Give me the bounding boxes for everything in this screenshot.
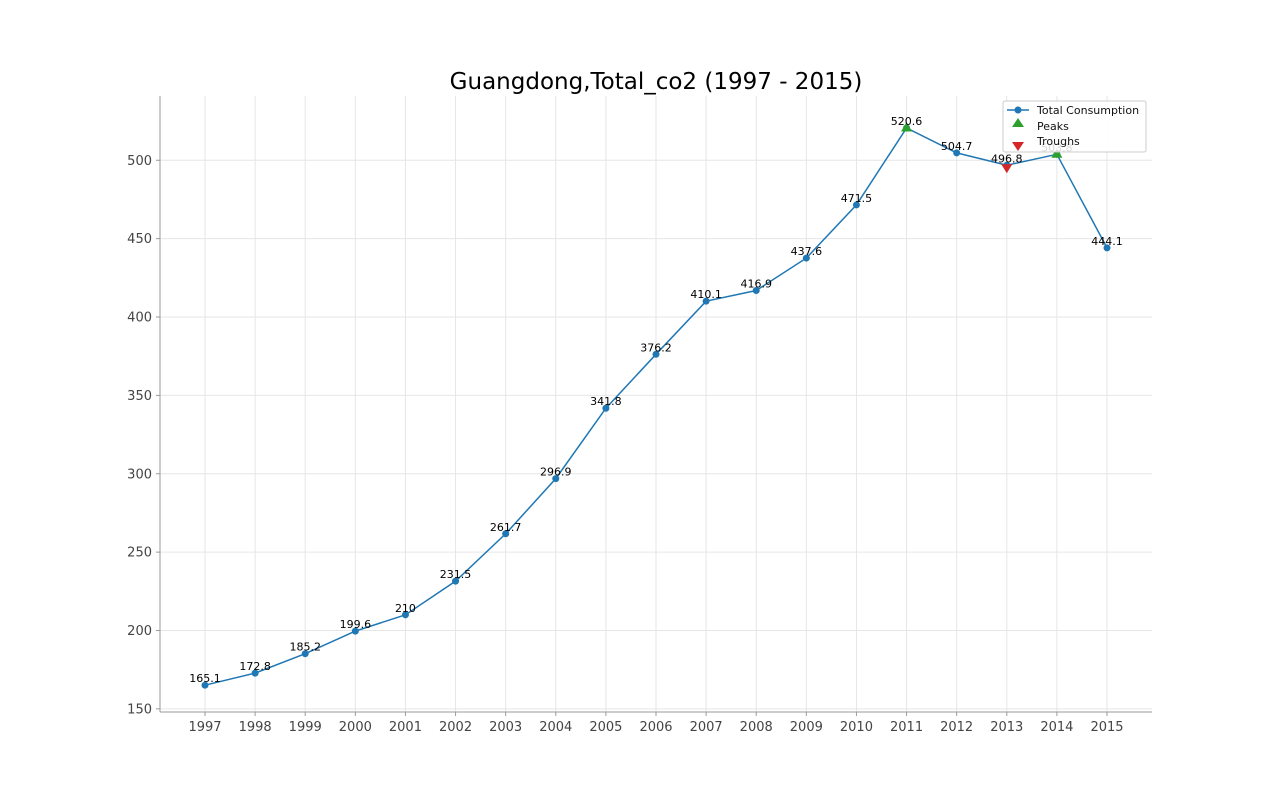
x-tick-label: 1998 <box>239 720 272 735</box>
data-label: 437.6 <box>791 245 823 258</box>
data-point <box>1103 244 1111 252</box>
data-label: 199.6 <box>340 618 372 631</box>
data-label: 210 <box>395 602 416 615</box>
x-tick-label: 2004 <box>539 720 572 735</box>
x-tick-label: 2010 <box>840 720 873 735</box>
data-label: 520.6 <box>891 115 923 128</box>
data-label: 261.7 <box>490 521 522 534</box>
x-tick-label: 2013 <box>990 720 1023 735</box>
x-tick-label: 2011 <box>890 720 923 735</box>
x-tick-label: 2006 <box>639 720 672 735</box>
legend: Total Consumption Peaks Troughs <box>1002 100 1147 153</box>
y-tick-label: 350 <box>127 389 152 404</box>
data-label: 341.8 <box>590 395 622 408</box>
data-point <box>502 530 510 538</box>
trough-marker <box>1001 164 1013 174</box>
data-point <box>702 297 710 305</box>
x-tick-label: 1997 <box>188 720 221 735</box>
series-layer <box>201 124 1111 689</box>
y-tick-label: 450 <box>127 232 152 247</box>
data-point <box>301 650 309 658</box>
y-tick-label: 200 <box>127 624 152 639</box>
data-label: 185.2 <box>289 641 321 654</box>
x-tick-label: 2002 <box>439 720 472 735</box>
data-point <box>953 149 961 157</box>
legend-label-troughs: Troughs <box>1036 135 1080 148</box>
data-label: 296.9 <box>540 466 572 479</box>
legend-marker-peaks <box>1012 118 1024 127</box>
data-label: 504.7 <box>941 140 973 153</box>
tick-layer: 150 200 250 300 350 400 450 500 1997 1998 1999 2000… <box>127 154 1123 735</box>
legend-label-peaks: Peaks <box>1037 120 1069 133</box>
data-point <box>552 475 560 483</box>
x-tick-label: 2014 <box>1040 720 1073 735</box>
data-point <box>652 350 660 358</box>
legend-label-total-consumption: Total Consumption <box>1036 104 1139 117</box>
data-point <box>802 254 810 262</box>
y-tick-label: 300 <box>127 467 152 482</box>
data-point <box>401 611 409 619</box>
peak-trough-markers <box>901 121 1063 174</box>
x-tick-label: 2001 <box>389 720 422 735</box>
x-tick-label: 2015 <box>1090 720 1123 735</box>
y-tick-label: 150 <box>127 702 152 717</box>
data-point <box>852 201 860 209</box>
legend-marker-total-consumption <box>1014 106 1022 114</box>
data-label: 496.8 <box>991 152 1023 165</box>
x-tick-label: 2000 <box>339 720 372 735</box>
legend-frame <box>1002 100 1147 153</box>
data-label: 376.2 <box>640 341 672 354</box>
data-point <box>201 681 209 689</box>
x-tick-label: 2003 <box>489 720 522 735</box>
x-tick-label: 1999 <box>289 720 322 735</box>
x-tick-label: 2007 <box>690 720 723 735</box>
data-point <box>602 404 610 412</box>
data-label: 165.1 <box>189 672 221 685</box>
data-labels: 165.1 172.8 185.2 199.6 210 231.5 261.7 296.9 34… <box>189 115 1123 685</box>
x-tick-label: 2005 <box>589 720 622 735</box>
chart-title: Guangdong,Total_co2 (1997 - 2015) <box>450 69 863 95</box>
x-tick-label: 2008 <box>740 720 773 735</box>
y-tick-label: 400 <box>127 311 152 326</box>
data-label: 231.5 <box>440 568 472 581</box>
x-tick-label: 2012 <box>940 720 973 735</box>
data-label: 410.1 <box>690 288 722 301</box>
x-tick-label: 2009 <box>790 720 823 735</box>
data-label: 471.5 <box>841 192 873 205</box>
y-tick-label: 500 <box>127 154 152 169</box>
data-label: 172.8 <box>239 660 271 673</box>
data-point <box>452 577 460 585</box>
peak-marker <box>901 121 913 132</box>
data-point <box>752 287 760 295</box>
y-tick-label: 250 <box>127 546 152 561</box>
data-label: 444.1 <box>1091 235 1123 248</box>
grid-layer <box>160 96 1152 712</box>
data-label: 416.9 <box>740 278 772 291</box>
peak-marker <box>1051 148 1063 158</box>
data-point <box>251 669 259 677</box>
legend-marker-troughs <box>1012 142 1024 151</box>
data-point <box>351 627 359 635</box>
